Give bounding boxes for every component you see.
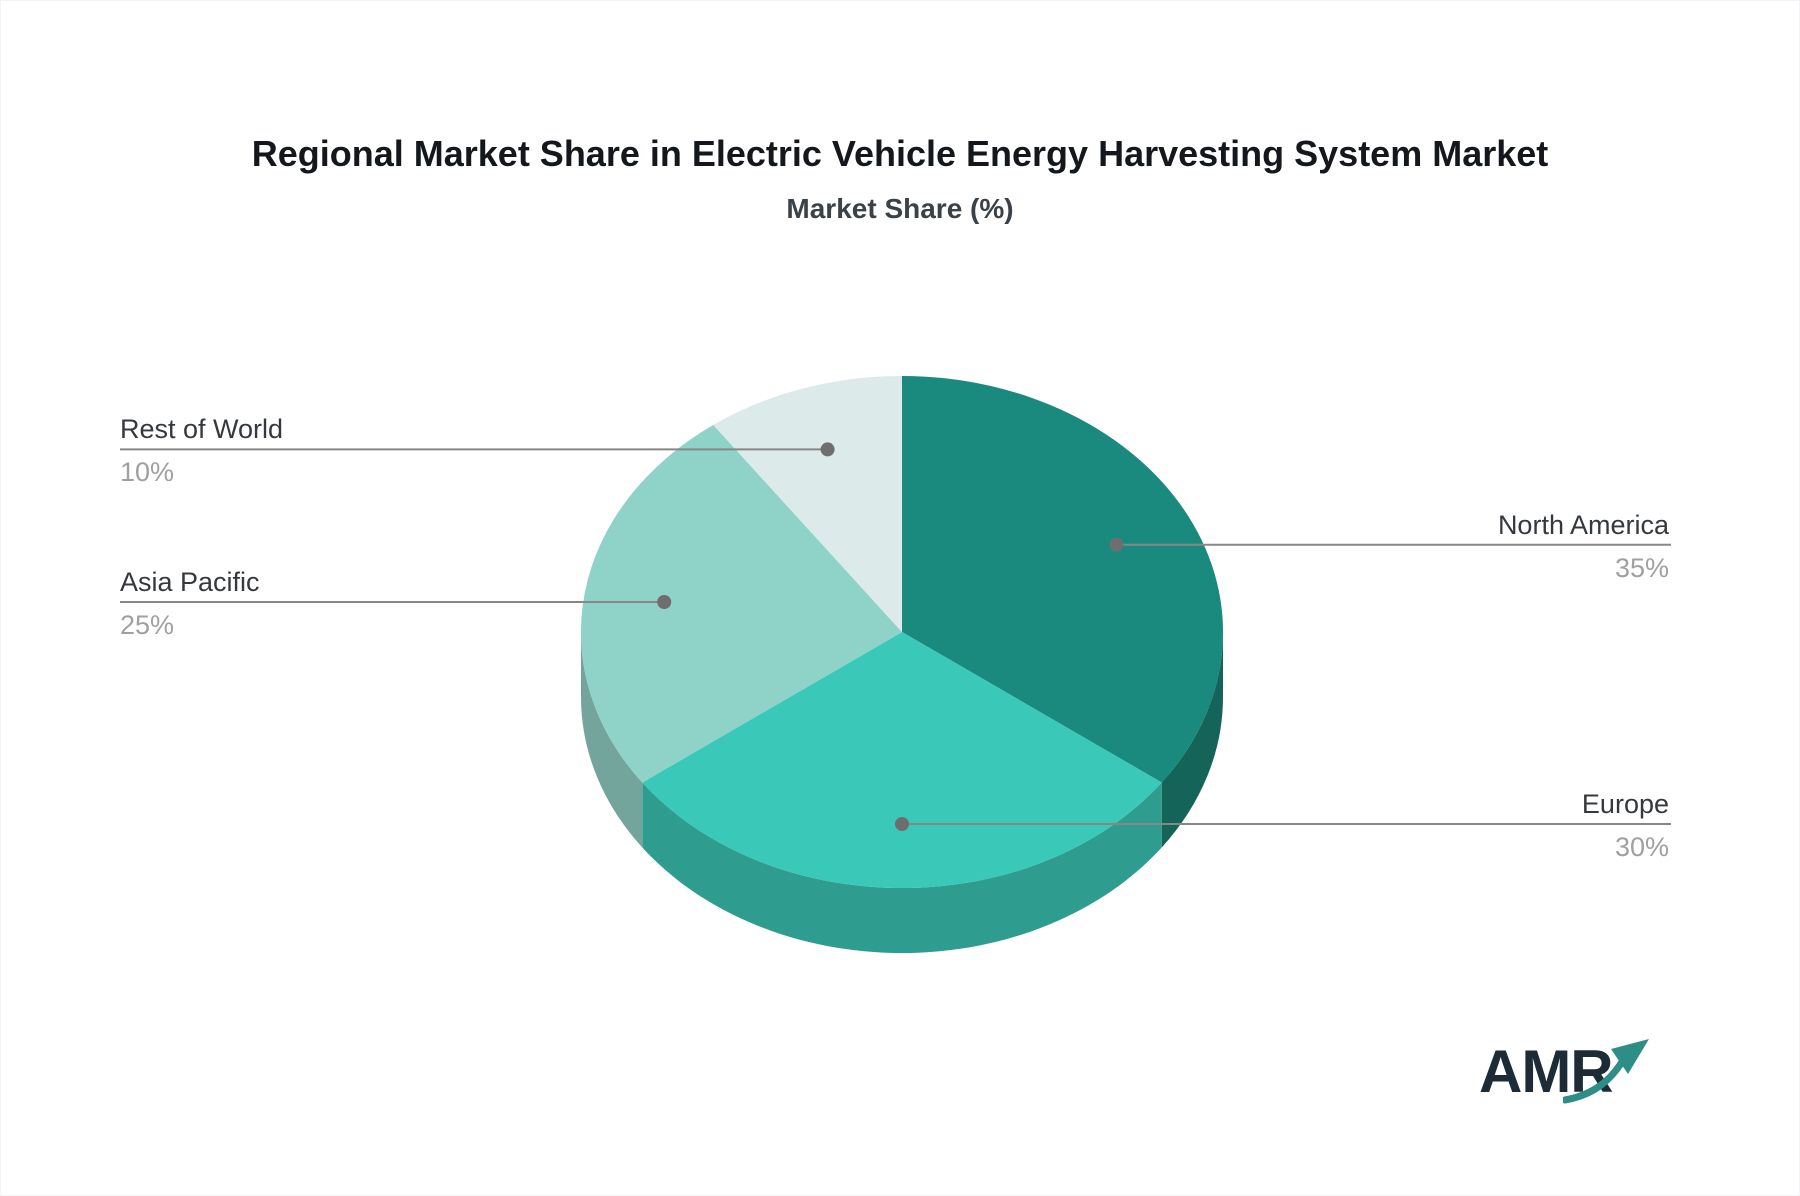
slice-label-asia-pacific: Asia Pacific [120, 566, 260, 597]
slice-label-rest-of-world: Rest of World [120, 414, 284, 445]
pie-side-europe [642, 782, 1162, 954]
brand-logo: AMR [1479, 1037, 1655, 1111]
slice-label-europe: Europe [1581, 789, 1669, 819]
brand-arrow-icon [1563, 1039, 1649, 1104]
chart-subtitle: Market Share (%) [786, 193, 1014, 224]
leader-dot-europe [895, 817, 909, 831]
leader-dot-rest-of-world [820, 442, 835, 457]
pie-slice-north-america[interactable] [902, 376, 1224, 783]
slice-pct-asia-pacific: 25% [120, 609, 175, 640]
pie-slice-rest-of-world[interactable] [713, 376, 902, 632]
pie-side-north-america [1161, 632, 1223, 848]
leader-dot-north-america [1109, 537, 1124, 552]
slice-pct-europe: 30% [1614, 832, 1669, 862]
pie-side-asia-pacific [580, 632, 643, 848]
slice-label-north-america: North America [1497, 509, 1669, 540]
chart-title: Regional Market Share in Electric Vehicl… [251, 133, 1549, 174]
slice-pct-rest-of-world: 10% [120, 457, 175, 488]
pie-slice-asia-pacific[interactable] [580, 424, 902, 783]
slice-pct-north-america: 35% [1614, 552, 1669, 583]
leader-dot-asia-pacific [657, 595, 672, 609]
